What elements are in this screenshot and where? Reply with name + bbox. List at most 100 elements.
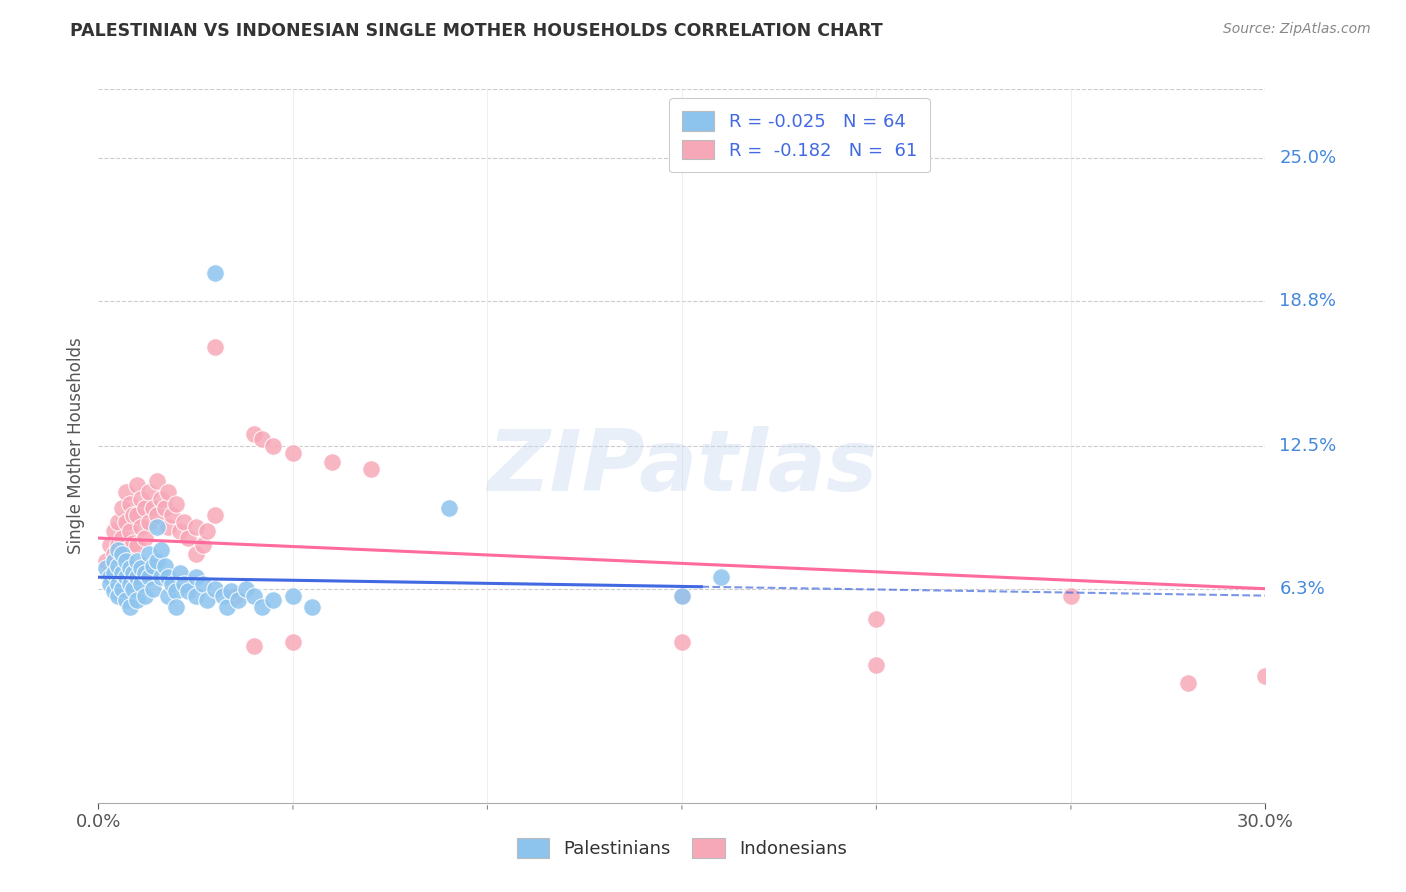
Point [111,554,134,568]
Point [118,524,141,538]
Point [281,634,304,648]
Point [671,589,693,603]
Point [243,427,266,442]
Point [134,589,156,603]
Point [146,554,169,568]
Point [146,508,169,522]
Point [157,570,180,584]
Text: Source: ZipAtlas.com: Source: ZipAtlas.com [1223,22,1371,37]
Point [165,584,187,599]
Point [103,524,125,538]
Point [114,542,136,557]
Text: 6.3%: 6.3% [1279,580,1324,598]
Point [157,485,180,500]
Point [195,593,218,607]
Y-axis label: Single Mother Households: Single Mother Households [66,338,84,554]
Point [142,582,165,596]
Point [262,439,284,453]
Point [149,570,172,584]
Point [219,584,242,599]
Point [250,600,273,615]
Point [184,547,207,561]
Point [129,577,152,591]
Point [281,446,304,460]
Point [146,519,169,533]
Point [215,600,238,615]
Point [127,478,149,492]
Point [169,524,191,538]
Point [162,577,184,591]
Point [122,582,145,596]
Point [122,535,145,549]
Point [107,589,129,603]
Point [107,577,129,591]
Point [1254,669,1277,683]
Point [98,577,121,591]
Point [243,640,266,654]
Point [195,524,218,538]
Point [153,558,176,573]
Point [321,455,343,469]
Point [111,531,134,545]
Point [138,570,160,584]
Point [865,657,887,672]
Point [1177,676,1199,690]
Point [169,566,191,580]
Point [157,519,180,533]
Text: 18.8%: 18.8% [1279,292,1336,310]
Point [103,566,125,580]
Point [204,266,226,280]
Point [118,561,141,575]
Text: ZIPatlas: ZIPatlas [486,425,877,509]
Point [204,508,226,522]
Point [134,566,156,580]
Point [710,570,733,584]
Point [177,531,200,545]
Point [212,589,235,603]
Point [301,600,323,615]
Point [184,519,207,533]
Point [193,538,215,552]
Point [129,561,152,575]
Point [114,515,136,529]
Point [118,497,141,511]
Point [127,538,149,552]
Point [153,501,176,516]
Point [96,554,118,568]
Point [157,589,180,603]
Point [177,584,200,599]
Point [262,593,284,607]
Point [114,570,136,584]
Point [107,538,129,552]
Point [224,589,246,603]
Point [98,566,121,580]
Point [235,582,257,596]
Point [107,558,129,573]
Point [162,508,184,522]
Point [193,577,215,591]
Point [107,561,129,575]
Point [281,589,304,603]
Point [142,501,165,516]
Point [96,561,118,575]
Point [865,612,887,626]
Point [129,519,152,533]
Point [127,593,149,607]
Legend: Palestinians, Indonesians: Palestinians, Indonesians [509,830,855,865]
Point [122,508,145,522]
Point [173,577,195,591]
Point [127,570,149,584]
Point [134,501,156,516]
Point [129,491,152,506]
Point [98,570,121,584]
Point [111,547,134,561]
Point [134,531,156,545]
Point [138,547,160,561]
Point [114,593,136,607]
Text: 12.5%: 12.5% [1279,437,1337,455]
Point [103,584,125,599]
Point [127,554,149,568]
Point [184,589,207,603]
Point [122,566,145,580]
Point [149,542,172,557]
